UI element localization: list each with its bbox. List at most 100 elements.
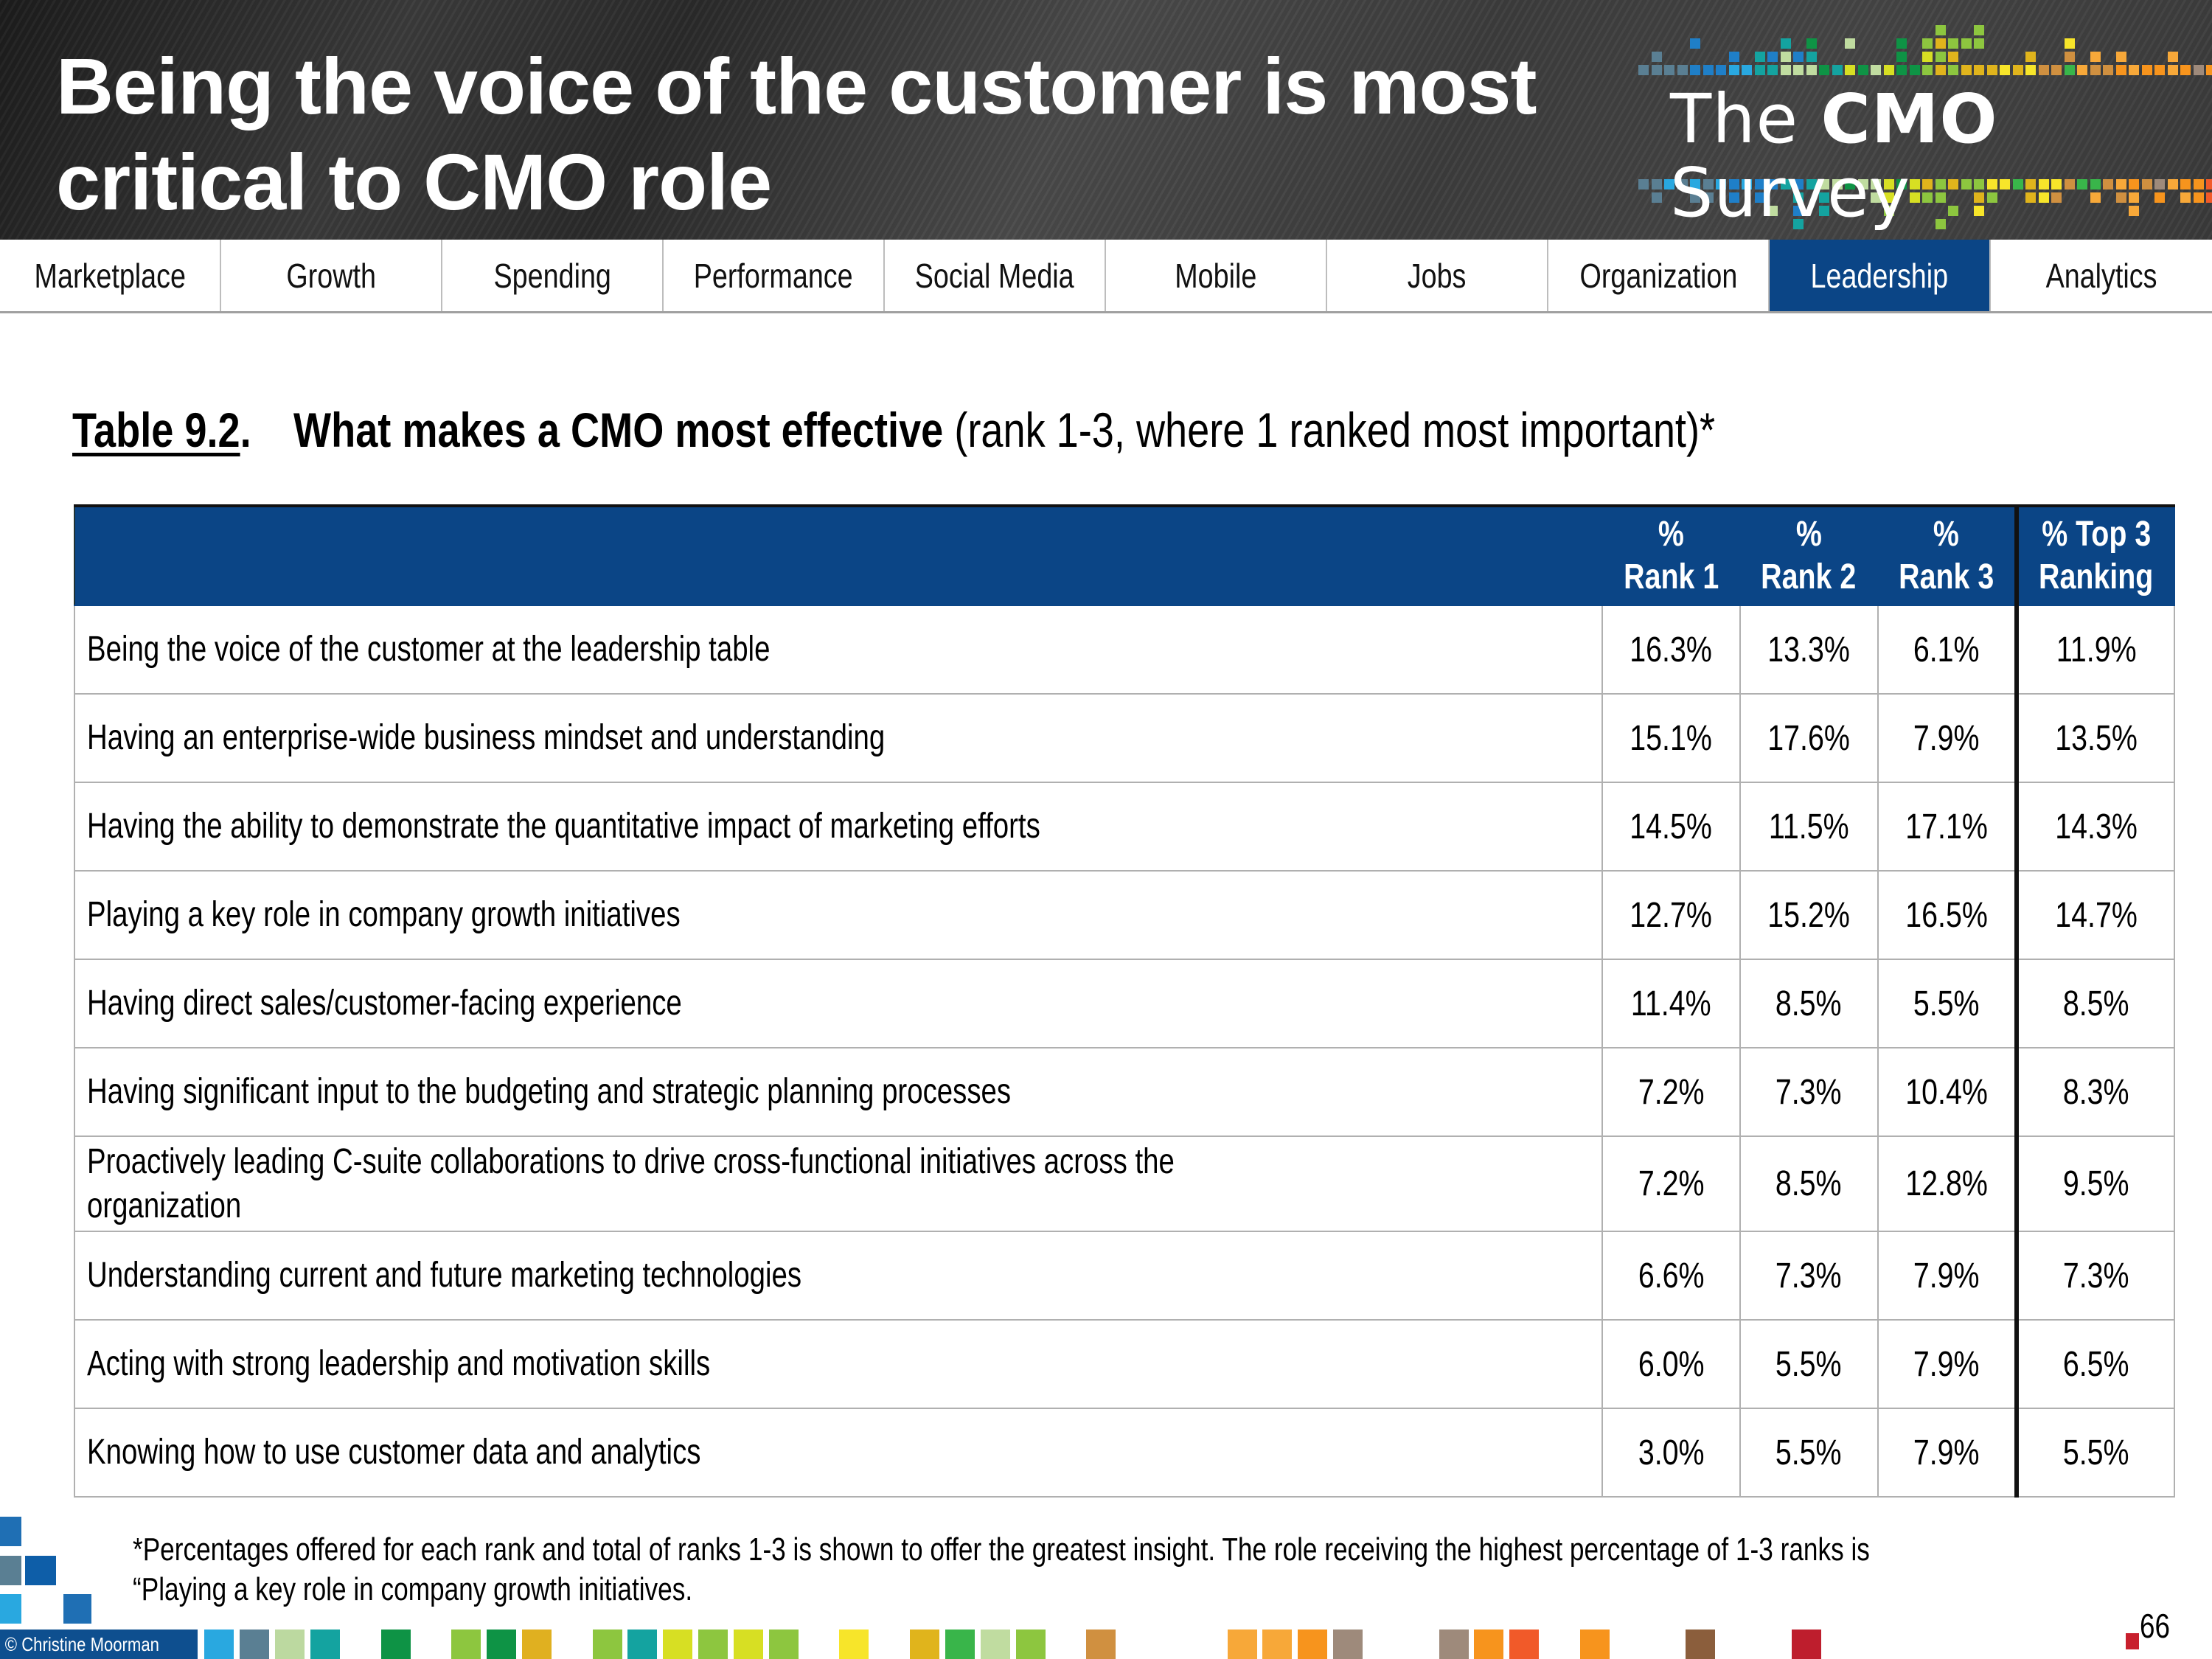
logo-pixel bbox=[1883, 179, 1894, 189]
cell-value: 5.5% bbox=[1913, 984, 1980, 1023]
color-square bbox=[487, 1630, 516, 1659]
value-cell: 9.5% bbox=[2014, 1135, 2176, 1232]
column-header-text: Rank 1 bbox=[1623, 557, 1719, 597]
color-square bbox=[1298, 1630, 1327, 1659]
value-cell: 10.4% bbox=[1877, 1047, 2017, 1137]
logo-pixel bbox=[1677, 179, 1688, 189]
cell-value: 14.7% bbox=[2055, 895, 2138, 935]
header-blank bbox=[74, 505, 1603, 606]
value-cell: 8.5% bbox=[1739, 1135, 1879, 1232]
table-row: Having an enterprise-wide business minds… bbox=[74, 693, 2176, 783]
cell-value: 8.5% bbox=[1775, 1164, 1842, 1203]
cell-value: 14.3% bbox=[2055, 807, 2138, 846]
tab-leadership[interactable]: Leadership bbox=[1770, 240, 1991, 311]
value-cell: 11.5% bbox=[1739, 782, 1879, 872]
cell-value: 13.3% bbox=[1767, 630, 1850, 669]
logo-pixel bbox=[1677, 65, 1688, 75]
tab-performance[interactable]: Performance bbox=[664, 240, 885, 311]
row-label-cell: Understanding current and future marketi… bbox=[74, 1231, 1603, 1321]
logo-pixel bbox=[1819, 192, 1829, 203]
logo-pixel bbox=[2025, 52, 2036, 62]
color-square bbox=[1016, 1630, 1046, 1659]
logo-pixel bbox=[1961, 179, 1972, 189]
tab-label: Growth bbox=[286, 256, 376, 295]
value-cell: 8.5% bbox=[2014, 959, 2176, 1048]
tab-jobs[interactable]: Jobs bbox=[1327, 240, 1548, 311]
value-cell: 5.5% bbox=[2014, 1408, 2176, 1498]
tab-label: Spending bbox=[493, 256, 611, 295]
cell-value: 16.5% bbox=[1905, 895, 1988, 935]
color-square bbox=[451, 1630, 481, 1659]
logo-pixel bbox=[2141, 65, 2152, 75]
tab-label: Analytics bbox=[2045, 256, 2157, 295]
logo-pixel bbox=[2012, 65, 2023, 75]
ranking-table: % Rank 1% Rank 2% Rank 3% Top 3 Ranking Bein… bbox=[74, 504, 2176, 1498]
logo-pixel bbox=[2154, 179, 2165, 189]
table-row: Having the ability to demonstrate the qu… bbox=[74, 782, 2176, 872]
row-label: Knowing how to use customer data and ana… bbox=[87, 1433, 701, 1472]
row-label: Having the ability to demonstrate the qu… bbox=[87, 807, 1040, 846]
color-square bbox=[275, 1630, 305, 1659]
color-square bbox=[1792, 1630, 1821, 1659]
logo-pixel bbox=[1922, 179, 1933, 189]
cell-value: 8.5% bbox=[1775, 984, 1842, 1023]
logo-pixel bbox=[1857, 65, 1868, 75]
title-line-2: critical to CMO role bbox=[56, 137, 772, 226]
row-label: Playing a key role in company growth ini… bbox=[87, 895, 681, 934]
logo-pixel bbox=[1651, 179, 1662, 189]
logo-pixel bbox=[1974, 179, 1984, 189]
logo-pixel bbox=[1896, 179, 1907, 189]
tab-analytics[interactable]: Analytics bbox=[1991, 240, 2212, 311]
logo-pixel bbox=[1716, 179, 1726, 189]
logo-pixel bbox=[1664, 179, 1674, 189]
corner-square bbox=[0, 1594, 21, 1624]
logo-pixel bbox=[1948, 38, 1958, 49]
logo-pixel bbox=[1935, 219, 1946, 229]
cell-value: 6.1% bbox=[1913, 630, 1980, 669]
cell-value: 12.7% bbox=[1630, 895, 1713, 935]
tab-spending[interactable]: Spending bbox=[442, 240, 664, 311]
table-row: Knowing how to use customer data and ana… bbox=[74, 1408, 2176, 1498]
tab-organization[interactable]: Organization bbox=[1548, 240, 1770, 311]
cell-value: 5.5% bbox=[2063, 1433, 2129, 1472]
row-label-cell: Having direct sales/customer-facing expe… bbox=[74, 959, 1603, 1048]
logo-pixel bbox=[1948, 65, 1958, 75]
color-square bbox=[769, 1630, 799, 1659]
value-cell: 17.6% bbox=[1739, 693, 1879, 783]
logo-pixel bbox=[1754, 52, 1765, 62]
copyright-badge: © Christine Moorman bbox=[0, 1630, 198, 1659]
value-cell: 12.7% bbox=[1601, 870, 1741, 960]
cell-value: 12.8% bbox=[1905, 1164, 1988, 1203]
value-cell: 5.5% bbox=[1739, 1408, 1879, 1498]
tab-growth[interactable]: Growth bbox=[221, 240, 442, 311]
color-square bbox=[522, 1630, 552, 1659]
color-square bbox=[1686, 1630, 1715, 1659]
row-label-cell: Knowing how to use customer data and ana… bbox=[74, 1408, 1603, 1498]
tab-label: Organization bbox=[1579, 256, 1737, 295]
color-square bbox=[1580, 1630, 1610, 1659]
header-texture bbox=[0, 0, 2212, 240]
tab-social-media[interactable]: Social Media bbox=[885, 240, 1106, 311]
corner-square bbox=[0, 1556, 21, 1585]
value-cell: 7.2% bbox=[1601, 1047, 1741, 1137]
logo-pixel bbox=[2154, 192, 2165, 203]
logo-pixel bbox=[2141, 179, 2152, 189]
value-cell: 6.0% bbox=[1601, 1319, 1741, 1409]
logo-pixel bbox=[2051, 192, 2062, 203]
logo-pixel bbox=[1961, 65, 1972, 75]
row-label-cell: Being the voice of the customer at the l… bbox=[74, 605, 1603, 695]
value-cell: 11.4% bbox=[1601, 959, 1741, 1048]
table-number: Table 9.2 bbox=[72, 403, 240, 457]
logo-pixel bbox=[1974, 192, 1984, 203]
column-header-text: Rank 3 bbox=[1899, 557, 1994, 597]
logo-pixel bbox=[2051, 179, 2062, 189]
logo-pixel bbox=[1690, 65, 1700, 75]
tab-marketplace[interactable]: Marketplace bbox=[0, 240, 221, 311]
logo-pixel bbox=[1909, 179, 1920, 189]
logo-pixel bbox=[1896, 38, 1907, 49]
tab-label: Social Media bbox=[915, 256, 1074, 295]
column-header: % Rank 3 bbox=[1877, 505, 2017, 606]
tab-mobile[interactable]: Mobile bbox=[1106, 240, 1327, 311]
logo-pixel bbox=[1935, 65, 1946, 75]
logo-pixel bbox=[1780, 38, 1791, 49]
